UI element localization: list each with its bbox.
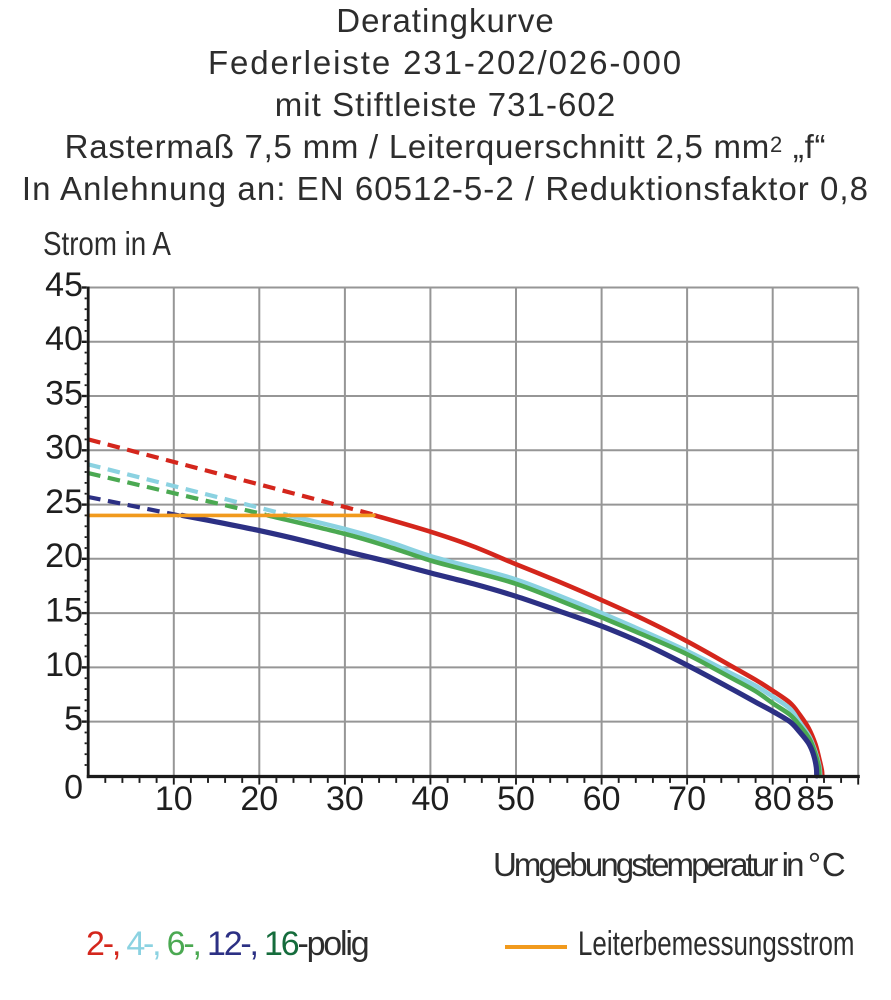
svg-text:30: 30 <box>326 780 364 818</box>
svg-text:0: 0 <box>64 768 83 806</box>
svg-text:30: 30 <box>45 429 83 467</box>
svg-text:35: 35 <box>45 374 83 412</box>
svg-text:10: 10 <box>45 646 83 684</box>
svg-text:20: 20 <box>240 780 278 818</box>
svg-text:10: 10 <box>155 780 193 818</box>
svg-text:70: 70 <box>668 780 706 818</box>
svg-text:40: 40 <box>411 780 449 818</box>
svg-text:80: 80 <box>754 780 792 818</box>
svg-text:20: 20 <box>45 537 83 575</box>
svg-text:40: 40 <box>45 320 83 358</box>
svg-text:85: 85 <box>797 780 835 818</box>
svg-text:50: 50 <box>497 780 535 818</box>
svg-text:45: 45 <box>45 266 83 304</box>
svg-text:5: 5 <box>64 700 83 738</box>
svg-text:15: 15 <box>45 592 83 630</box>
svg-text:25: 25 <box>45 483 83 521</box>
svg-text:60: 60 <box>583 780 621 818</box>
